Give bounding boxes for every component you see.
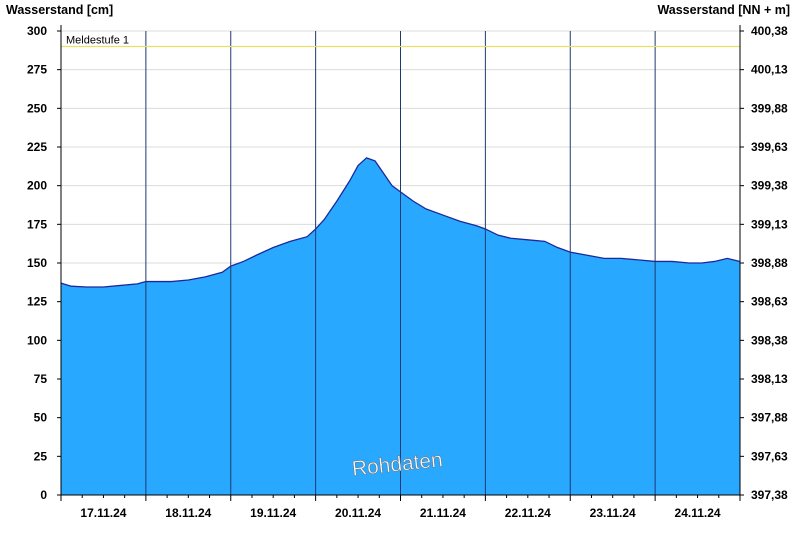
y-tick-label-left: 250 [27,101,47,115]
y-axis-left-title: Wasserstand [cm] [6,3,113,17]
reference-layer: Meldestufe 1 [61,34,740,48]
series-line [60,157,741,288]
axis-layer: 0 397,38 25 397,63 50 397,88 75 398,13 100 398,38… [27,24,788,520]
y-tick-label-left: 25 [34,449,48,463]
y-tick-label-right: 397,38 [751,488,788,502]
x-tick-label: 19.11.24 [250,506,296,520]
y-tick-label-left: 125 [27,295,47,309]
reference-line-label: Meldestufe 1 [66,34,129,46]
y-tick-label-left: 275 [27,63,47,77]
y-axis-right-title: Wasserstand [NN + m] [657,3,790,17]
y-tick-label-right: 397,88 [751,411,788,425]
y-tick-label-right: 397,63 [751,449,788,463]
y-tick-label-left: 200 [27,179,47,193]
y-tick-label-right: 399,13 [751,217,788,231]
y-tick-label-right: 399,38 [751,179,788,193]
y-tick-label-left: 0 [40,488,47,502]
x-tick-label: 17.11.24 [80,506,126,520]
y-tick-label-left: 50 [34,411,48,425]
y-tick-label-right: 399,88 [751,101,788,115]
y-tick-label-right: 398,63 [751,295,788,309]
y-tick-label-left: 150 [27,256,47,270]
y-tick-label-right: 398,13 [751,372,788,386]
y-tick-label-right: 398,38 [751,333,788,347]
y-tick-label-left: 300 [27,24,47,38]
x-tick-label: 18.11.24 [165,506,211,520]
x-tick-label: 21.11.24 [420,506,466,520]
y-tick-label-right: 399,63 [751,140,788,154]
x-tick-label: 20.11.24 [335,506,381,520]
y-tick-label-left: 225 [27,140,47,154]
y-tick-label-left: 175 [27,217,47,231]
y-tick-label-left: 100 [27,333,47,347]
y-tick-label-right: 400,38 [751,24,788,38]
y-tick-label-left: 75 [34,372,48,386]
y-tick-label-right: 400,13 [751,63,788,77]
x-tick-label: 23.11.24 [590,506,636,520]
y-tick-label-right: 398,88 [751,256,788,270]
day-separator-layer [145,31,656,495]
x-tick-label: 24.11.24 [675,506,721,520]
x-tick-label: 22.11.24 [505,506,551,520]
